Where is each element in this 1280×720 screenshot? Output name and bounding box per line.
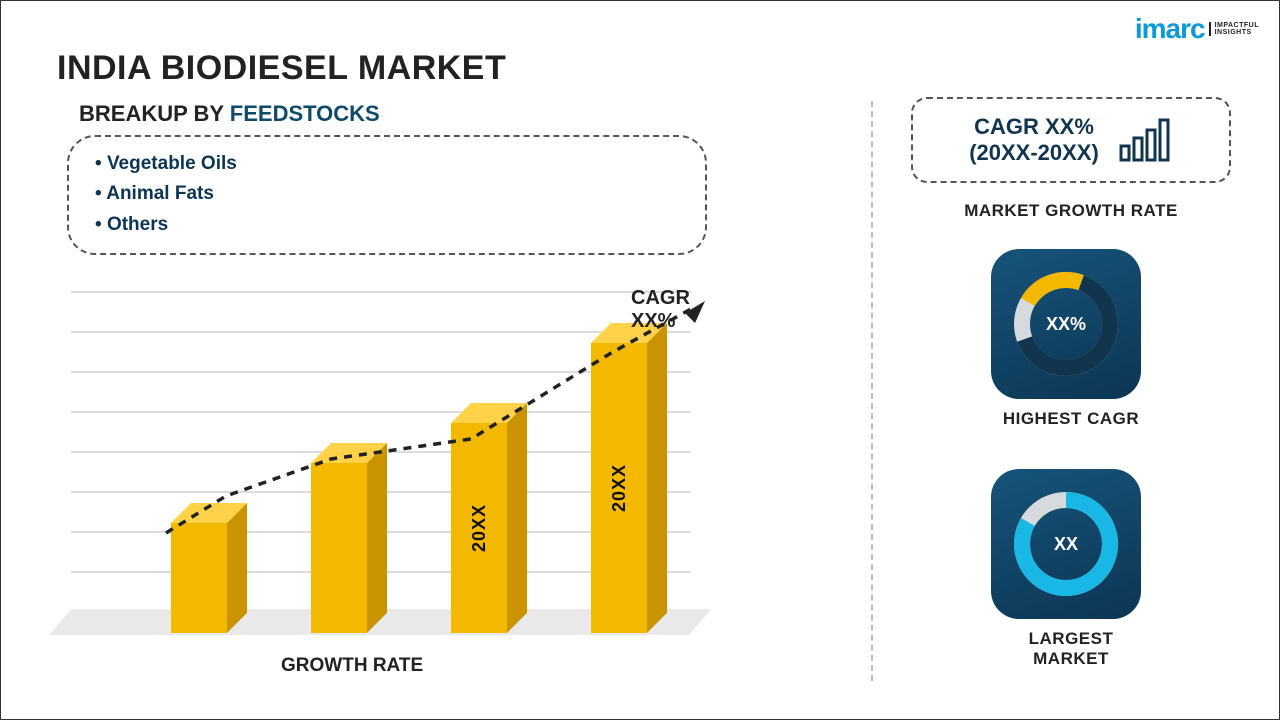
feedstock-item: Vegetable Oils	[95, 149, 679, 179]
cagr-callout: CAGR XX%	[631, 287, 731, 333]
largest-market-tile: XX LARGEST MARKET	[991, 469, 1151, 669]
vertical-divider	[871, 101, 873, 681]
breakup-heading: BREAKUP BY FEEDSTOCKS	[79, 101, 380, 127]
feedstock-item: Others	[95, 210, 679, 240]
largest-market-value: XX	[1054, 534, 1078, 555]
growth-rate-text: CAGR XX%(20XX-20XX)	[969, 114, 1099, 167]
feedstock-list-box: Vegetable Oils Animal Fats Others	[67, 135, 707, 255]
growth-chart: 20XX20XX CAGR XX% GROWTH RATE	[71, 291, 731, 671]
brand-tagline: IMPACTFULINSIGHTS	[1209, 22, 1259, 37]
highest-cagr-tile: XX% HIGHEST CAGR	[991, 249, 1151, 429]
brand-name: imarc	[1135, 13, 1205, 45]
largest-market-label: LARGEST MARKET	[991, 629, 1151, 669]
growth-rate-card: CAGR XX%(20XX-20XX)	[911, 97, 1231, 183]
bar-chart-icon	[1117, 116, 1173, 164]
growth-rate-label: MARKET GROWTH RATE	[911, 201, 1231, 221]
chart-caption: GROWTH RATE	[281, 655, 423, 677]
highest-cagr-value: XX%	[1046, 314, 1086, 335]
highest-cagr-label: HIGHEST CAGR	[991, 409, 1151, 429]
trend-line	[71, 291, 731, 671]
brand-logo: imarc IMPACTFULINSIGHTS	[1135, 13, 1259, 45]
feedstock-item: Animal Fats	[95, 179, 679, 209]
page-title: INDIA BIODIESEL MARKET	[57, 49, 506, 88]
